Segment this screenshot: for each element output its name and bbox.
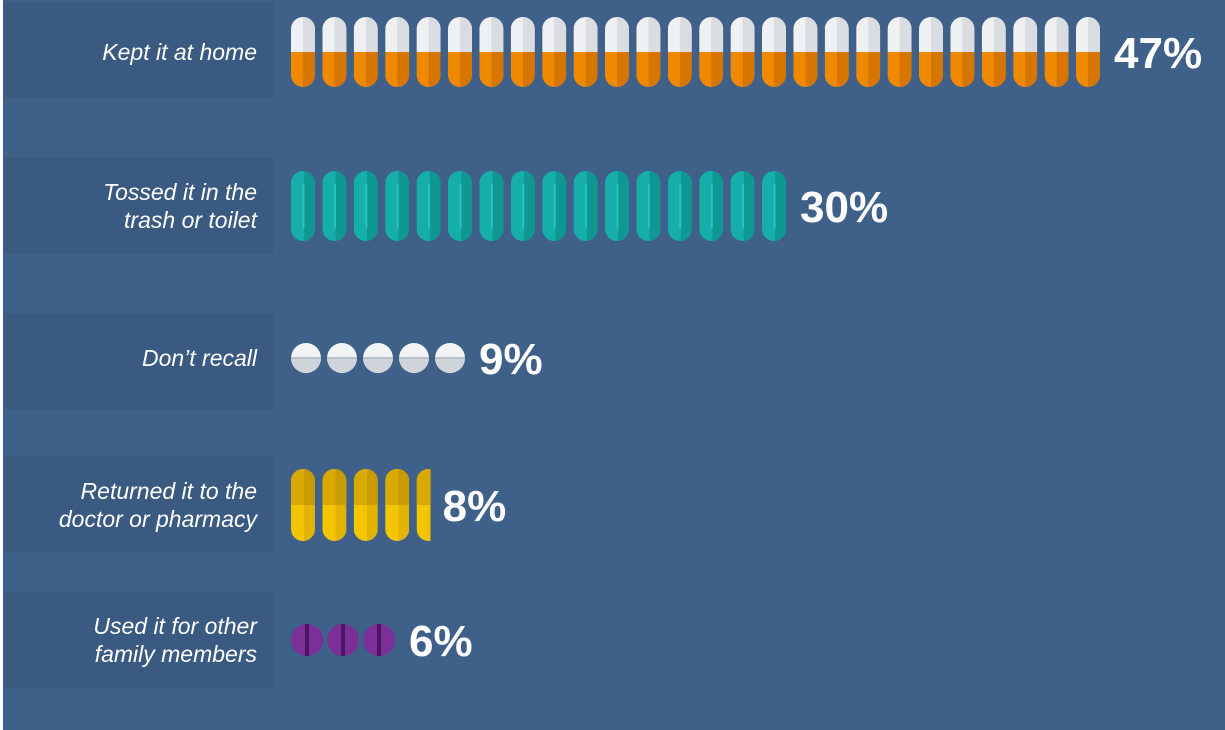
pill [322,17,347,87]
category-label: Returned it to the [81,478,257,504]
pill [363,624,395,656]
bar [291,17,1100,87]
pill-bar-chart: Kept it at home 47% Tossed it in thetrash … [3,2,1202,688]
pill [981,17,1006,87]
pill [291,343,321,373]
value-label: 30% [800,183,888,232]
pill [542,171,567,241]
category-label: family members [95,641,258,667]
pill [762,17,786,87]
category-label: Tossed it in the [103,179,257,205]
pill [1013,17,1038,87]
label-panel [3,2,273,98]
pill [291,17,315,87]
pill [730,171,755,241]
pill [399,343,429,373]
pill [950,17,975,87]
pill [448,17,472,87]
pill [887,17,912,87]
pill [416,171,441,241]
chart-canvas: Kept it at home 47% Tossed it in the trash … [3,0,1225,730]
pill [353,17,378,87]
pill [605,171,629,241]
pill [363,343,393,373]
pill [636,171,661,241]
pill [1044,17,1069,87]
pill [793,17,818,87]
category-label: Kept it at home [102,39,257,65]
category-label: doctor or pharmacy [59,506,259,532]
pill [542,17,567,87]
bar [291,624,395,656]
value-label: 9% [479,335,543,384]
category-label: Don’t recall [142,345,258,371]
pill [699,17,724,87]
bar-row-1: Kept it at home 47% [3,2,1202,98]
pill [856,17,881,87]
pill [479,171,504,241]
pill [479,17,504,87]
bar [291,171,786,241]
bar-row-3: Don’t recall 9% [3,313,543,409]
pill [322,171,347,241]
pill [919,17,943,87]
bar [291,343,465,373]
pill [762,171,786,241]
label-panel [3,157,273,253]
pill [667,171,692,241]
pill [291,469,315,541]
pill [327,624,359,656]
pill [573,171,598,241]
pill [824,17,849,87]
category-label: trash or toilet [124,207,259,233]
label-panel [3,456,273,552]
pill [291,171,315,241]
value-label: 47% [1114,29,1202,78]
pill [291,624,323,656]
pill [605,17,629,87]
pill [510,171,535,241]
pill [385,171,410,241]
bar [291,469,431,541]
pill [385,469,410,541]
pill [448,171,472,241]
pill [699,171,724,241]
pill [435,343,465,373]
value-label: 6% [409,617,473,666]
pill [322,469,347,541]
pill [416,17,441,87]
pill [353,171,378,241]
pill [510,17,535,87]
category-label: Used it for other [93,613,258,639]
pill [327,343,357,373]
value-label: 8% [443,482,507,531]
pill [667,17,692,87]
pill [636,17,661,87]
pill-partial [416,469,431,541]
pill [730,17,755,87]
pill [353,469,378,541]
pill [385,17,410,87]
label-panel [3,592,273,688]
pill [573,17,598,87]
label-panel [3,313,273,409]
pill [1076,17,1100,87]
